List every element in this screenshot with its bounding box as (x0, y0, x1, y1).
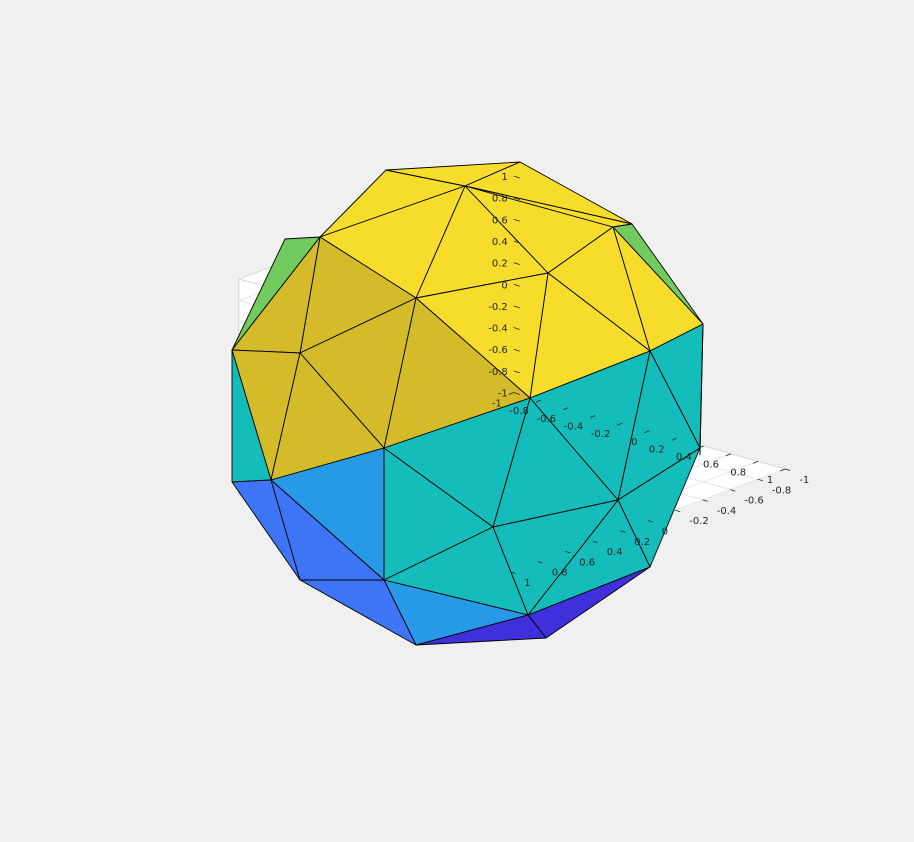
y-tick-label: 1 (767, 475, 773, 486)
z-tick (513, 240, 520, 244)
y-tick (508, 392, 514, 395)
x-tick-label: -0.6 (744, 496, 764, 507)
z-tick-label: 0.6 (492, 215, 508, 226)
z-tick-label: -1 (498, 389, 508, 400)
z-tick (513, 327, 520, 330)
x-tick-label: -0.8 (772, 485, 792, 496)
x-tick (785, 468, 791, 471)
z-tick (513, 305, 520, 309)
y-tick-label: -1 (492, 399, 502, 410)
y-tick (590, 415, 596, 418)
y-tick-label: -0.2 (591, 429, 611, 440)
x-tick (730, 489, 736, 492)
y-tick (535, 399, 542, 403)
tick-marks (508, 175, 791, 574)
z-tick-label: -0.6 (488, 345, 508, 356)
x-tick (702, 499, 708, 502)
x-tick-label: -0.2 (689, 516, 709, 527)
y-tick-label: -0.6 (537, 414, 557, 425)
y-tick-label: -0.8 (509, 406, 529, 417)
x-tick-label: 0 (662, 527, 668, 538)
y-tick (644, 430, 650, 434)
x-tick (510, 571, 516, 574)
z-tick-label: 0 (501, 280, 507, 291)
sphere-face (699, 323, 704, 456)
sphere-face (299, 579, 417, 646)
z-tick (513, 392, 520, 395)
x-tick (647, 520, 653, 523)
y-tick-label: 0.4 (676, 452, 692, 463)
sphere-face (415, 614, 547, 646)
x-tick-label: 0.2 (634, 537, 650, 548)
y-tick (671, 438, 677, 441)
z-tick-label: 0.4 (492, 237, 508, 248)
z-tick (513, 218, 520, 222)
y-tick (752, 460, 759, 464)
x-tick (620, 530, 626, 533)
x-tick (592, 540, 598, 543)
x-tick-label: 0.8 (552, 568, 568, 579)
y-tick (698, 445, 704, 449)
y-tick-label: 0 (631, 437, 637, 448)
z-tick-label: 0.8 (492, 194, 508, 205)
y-tick (562, 407, 569, 411)
y-tick-label: 0.8 (730, 467, 746, 478)
y-tick-label: 0.6 (703, 460, 719, 471)
y-tick (617, 422, 623, 426)
z-tick (513, 283, 520, 287)
y-tick (780, 468, 786, 472)
tick-labels: -1-0.8-0.6-0.4-0.200.20.40.60.81-1-0.8-0… (488, 172, 809, 589)
z-tick (513, 348, 520, 352)
x-tick (757, 478, 763, 482)
x-tick-label: 0.6 (579, 557, 595, 568)
z-tick-label: -0.4 (488, 324, 508, 335)
x-tick (565, 551, 571, 554)
z-tick (513, 370, 520, 374)
x-tick (537, 561, 543, 564)
z-tick-label: -0.8 (488, 367, 508, 378)
z-tick-label: 0.2 (492, 259, 508, 270)
x-tick-label: -1 (799, 475, 809, 486)
y-tick-label: 0.2 (649, 444, 665, 455)
z-tick (513, 197, 520, 201)
x-tick (675, 509, 681, 513)
z-tick (513, 262, 520, 265)
x-tick-label: 1 (524, 578, 530, 589)
z-tick-label: 1 (501, 172, 507, 183)
y-tick (725, 453, 732, 457)
z-tick-label: -0.2 (488, 302, 508, 313)
sphere-surface (231, 161, 704, 646)
y-tick-label: -0.4 (564, 421, 584, 432)
x-tick-label: -0.4 (717, 506, 737, 517)
z-tick (513, 175, 520, 179)
x-tick-label: 0.4 (607, 547, 623, 558)
